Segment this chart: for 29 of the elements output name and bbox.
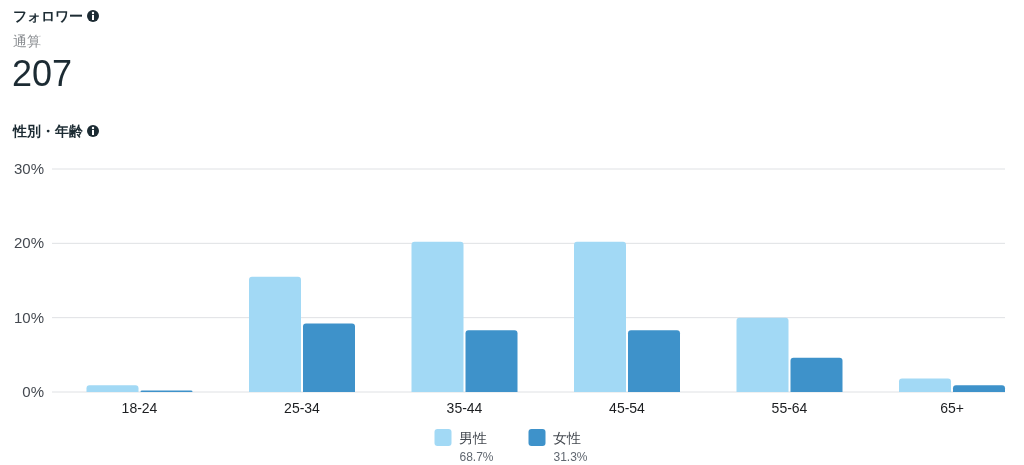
bar — [303, 323, 355, 392]
text: フォロワー — [13, 8, 83, 24]
x-tick-label: 35-44 — [446, 400, 483, 416]
bar — [736, 317, 789, 392]
chart-title: 性別・年齢 — [12, 123, 84, 139]
y-tick-label: 30% — [13, 160, 44, 177]
y-tick-label: 0% — [22, 383, 44, 400]
legend-label: 男性 — [458, 430, 487, 446]
bar — [953, 385, 1005, 392]
bar — [249, 276, 301, 392]
bar — [790, 357, 843, 392]
y-tick-label: 20% — [13, 234, 44, 252]
bar — [465, 330, 518, 392]
bar — [411, 241, 464, 392]
bar — [628, 330, 680, 392]
bar — [574, 241, 626, 392]
x-tick-label: 65+ — [940, 400, 964, 416]
legend-label: 女性 — [552, 430, 581, 446]
x-tick-label: 55-64 — [771, 400, 808, 416]
x-tick-label: 25-34 — [284, 400, 321, 416]
y-tick-label: 10% — [13, 308, 44, 326]
bar — [86, 385, 139, 392]
annotation: 207 — [12, 53, 73, 94]
annotation: 31.3% — [553, 450, 588, 464]
annotation: 68.7% — [459, 450, 494, 464]
x-tick-label: 45-54 — [609, 400, 646, 416]
text: 通算 — [13, 33, 41, 49]
bar — [899, 378, 951, 392]
x-tick-label: 18-24 — [121, 400, 158, 416]
